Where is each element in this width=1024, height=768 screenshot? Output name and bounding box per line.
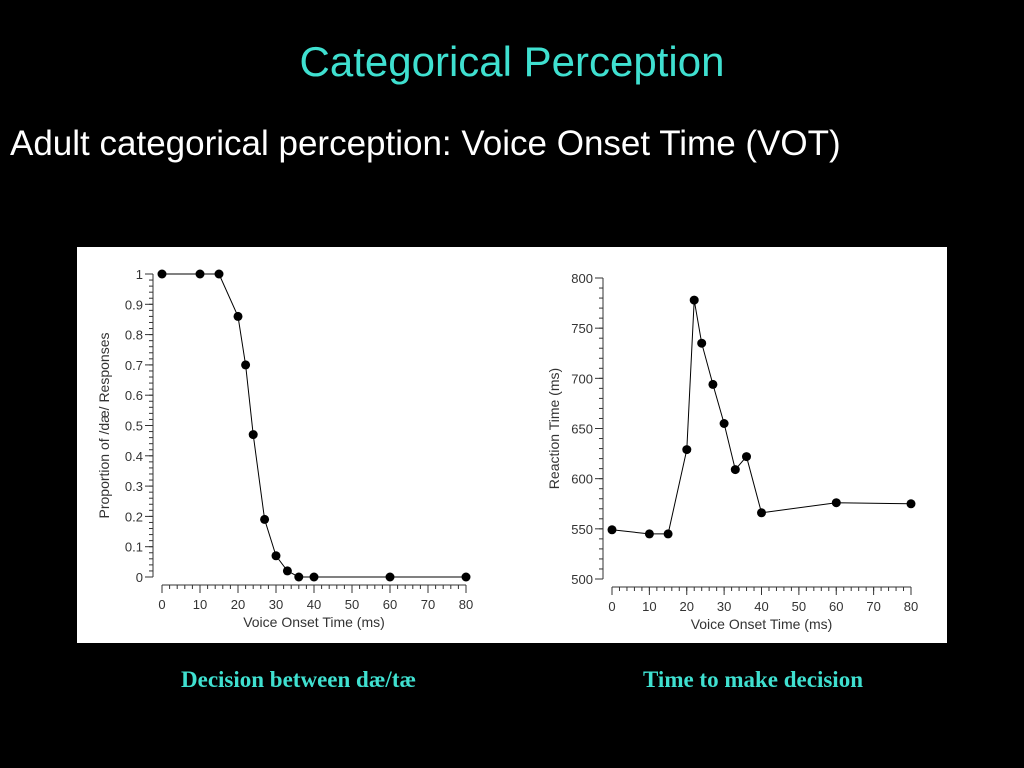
proportion-data-point [157,269,167,279]
reaction-time-y-tick-label: 650 [571,422,593,437]
proportion-x-tick-label: 70 [421,597,435,612]
proportion-x-tick-label: 0 [158,597,165,612]
proportion-y-tick-label: 1 [136,267,143,282]
caption-time: Time to make decision [643,667,863,692]
proportion-data-point [241,360,251,370]
reaction-time-x-tick-label: 30 [717,599,731,614]
reaction-time-data-point [719,419,729,428]
reaction-time-x-tick-label: 0 [608,599,615,614]
proportion-data-point [385,572,395,582]
proportion-x-tick-label: 10 [193,597,207,612]
reaction-time-x-tick-label: 10 [642,599,656,614]
figure-panel: 0 10 20 30 40 50 60 70 80 0 0.1 0.2 0.3 0.4 0.5 0.6 0.7 0… [77,247,947,643]
reaction-time-x-tick-label: 20 [680,599,694,614]
proportion-x-tick-label: 20 [231,597,245,612]
reaction-time-y-tick-label: 750 [571,321,593,336]
proportion-data-point [461,572,471,582]
proportion-data-point [248,430,258,440]
reaction-time-x-tick-label: 40 [754,599,768,614]
reaction-time-y-tick-label: 500 [571,572,593,587]
proportion-y-tick-label: 0.4 [125,449,143,464]
proportion-data-point [195,269,205,279]
proportion-y-tick-label: 0.6 [125,388,143,403]
proportion-data-point [233,311,243,321]
proportion-data-point [214,269,224,279]
reaction-time-data-point [730,465,740,475]
reaction-time-x-axis-label: Voice Onset Time (ms) [691,616,833,632]
proportion-y-tick-label: 0.8 [125,328,143,343]
reaction-time-series-line [611,300,912,535]
proportion-data-point [260,514,270,524]
proportion-x-tick-label: 40 [307,597,321,612]
proportion-data-point [271,551,281,561]
proportion-y-tick-label: 0.3 [125,479,143,494]
proportion-y-tick-label: 0 [136,570,143,585]
reaction-time-data-point [906,499,916,509]
reaction-time-data-point [708,379,718,389]
proportion-x-tick-label: 50 [345,597,359,612]
reaction-time-data-point [663,529,673,539]
reaction-time-y-tick-label: 550 [571,522,593,537]
proportion-data-point [282,566,292,576]
reaction-time-data-point [689,295,699,305]
reaction-time-y-tick-label: 700 [571,371,593,386]
reaction-time-data-point [644,529,654,539]
proportion-y-tick-label: 0.2 [125,509,143,524]
proportion-data-point [309,572,319,582]
slide-subtitle: Adult categorical perception: Voice Onse… [10,124,841,163]
reaction-time-data-point [697,338,707,348]
reaction-time-x-tick-label: 80 [904,599,918,614]
reaction-time-y-axis-label: Reaction Time (ms) [546,368,562,489]
proportion-y-axis-label: Proportion of /dæ/ Responses [96,333,112,519]
reaction-time-data-point [742,452,751,462]
reaction-time-data-point [682,445,692,455]
proportion-x-tick-label: 60 [383,597,397,612]
proportion-x-axis-label: Voice Onset Time (ms) [243,614,385,630]
proportion-x-tick-label: 80 [459,597,473,612]
proportion-series-line [162,273,466,578]
proportion-y-tick-label: 0.9 [125,297,143,312]
proportion-y-tick-label: 0.1 [125,540,143,555]
proportion-data-point [294,572,304,582]
proportion-y-tick-label: 0.5 [125,419,143,434]
reaction-time-x-tick-label: 50 [792,599,806,614]
reaction-time-y-tick-label: 600 [571,472,593,487]
slide-title: Categorical Perception [299,38,725,85]
charts-svg: 0 10 20 30 40 50 60 70 8000.10.20.30.40.50.60.70… [96,267,918,632]
reaction-time-data-point [757,508,766,518]
reaction-time-data-point [831,498,841,508]
reaction-time-data-point [607,525,617,535]
proportion-y-tick-label: 0.7 [125,358,143,373]
caption-decision: Decision between dæ/tæ [181,667,417,692]
reaction-time-x-tick-label: 60 [829,599,843,614]
reaction-time-x-tick-label: 70 [866,599,880,614]
proportion-x-tick-label: 30 [269,597,283,612]
reaction-time-y-tick-label: 800 [571,271,593,286]
